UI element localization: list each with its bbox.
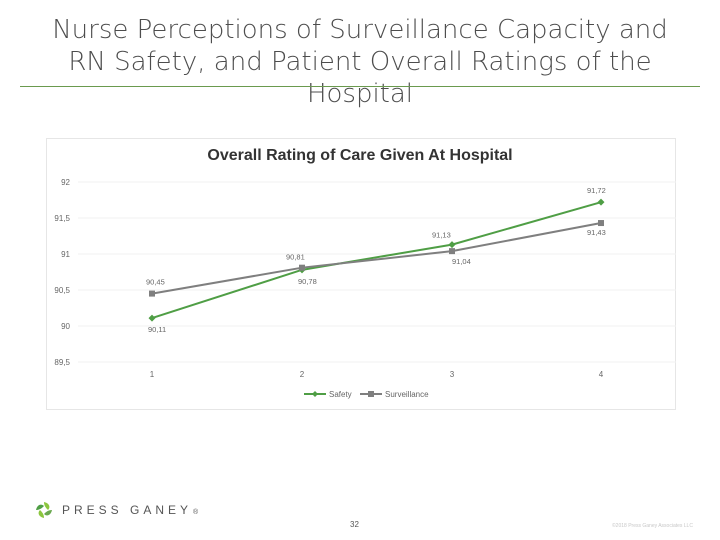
y-tick-label: 90 <box>61 322 70 331</box>
logo-registered-mark: ® <box>193 509 199 516</box>
y-tick-label: 90,5 <box>54 286 70 295</box>
series-line-surveillance <box>151 222 602 295</box>
legend-label-safety: Safety <box>329 390 352 399</box>
data-label-surveillance: 91,43 <box>587 228 606 237</box>
page-number: 32 <box>350 520 359 529</box>
data-point-safety <box>448 241 456 249</box>
chart-frame <box>46 138 676 410</box>
data-point-surveillance <box>449 248 455 255</box>
data-label-safety: 90,11 <box>148 325 166 334</box>
copyright-notice: ©2018 Press Ganey Associates LLC <box>612 523 693 529</box>
logo-wordmark: PRESS GANEY® <box>62 503 199 517</box>
slide-title: Nurse Perceptions of Surveillance Capaci… <box>52 15 668 109</box>
legend-label-surveillance: Surveillance <box>385 390 429 399</box>
data-label-safety: 90,78 <box>298 277 317 286</box>
data-label-safety: 91,13 <box>432 231 451 240</box>
x-tick-label: 2 <box>300 370 305 379</box>
y-tick-label: 91,5 <box>54 214 70 223</box>
press-ganey-logo: PRESS GANEY® <box>34 500 198 520</box>
data-label-surveillance: 90,45 <box>146 278 165 287</box>
y-tick-label: 91 <box>61 250 70 259</box>
title-divider <box>20 86 700 87</box>
series-line-safety <box>151 201 602 320</box>
data-label-safety: 91,72 <box>587 186 606 195</box>
y-tick-label: 89,5 <box>54 358 70 367</box>
data-point-safety <box>148 314 156 322</box>
x-tick-label: 3 <box>450 370 455 379</box>
data-point-surveillance <box>149 290 155 297</box>
leaf-logo-icon <box>36 502 52 518</box>
data-point-surveillance <box>598 220 604 227</box>
data-label-surveillance: 91,04 <box>452 257 471 266</box>
x-tick-label: 1 <box>150 370 155 379</box>
legend-marker-surveillance <box>368 391 374 397</box>
legend-marker-safety <box>312 391 318 397</box>
data-label-surveillance: 90,81 <box>286 253 305 262</box>
x-tick-label: 4 <box>599 370 604 379</box>
chart-title: Overall Rating of Care Given At Hospital <box>207 147 513 164</box>
y-tick-label: 92 <box>61 178 70 187</box>
data-point-surveillance <box>299 264 305 271</box>
data-point-safety <box>597 198 605 206</box>
